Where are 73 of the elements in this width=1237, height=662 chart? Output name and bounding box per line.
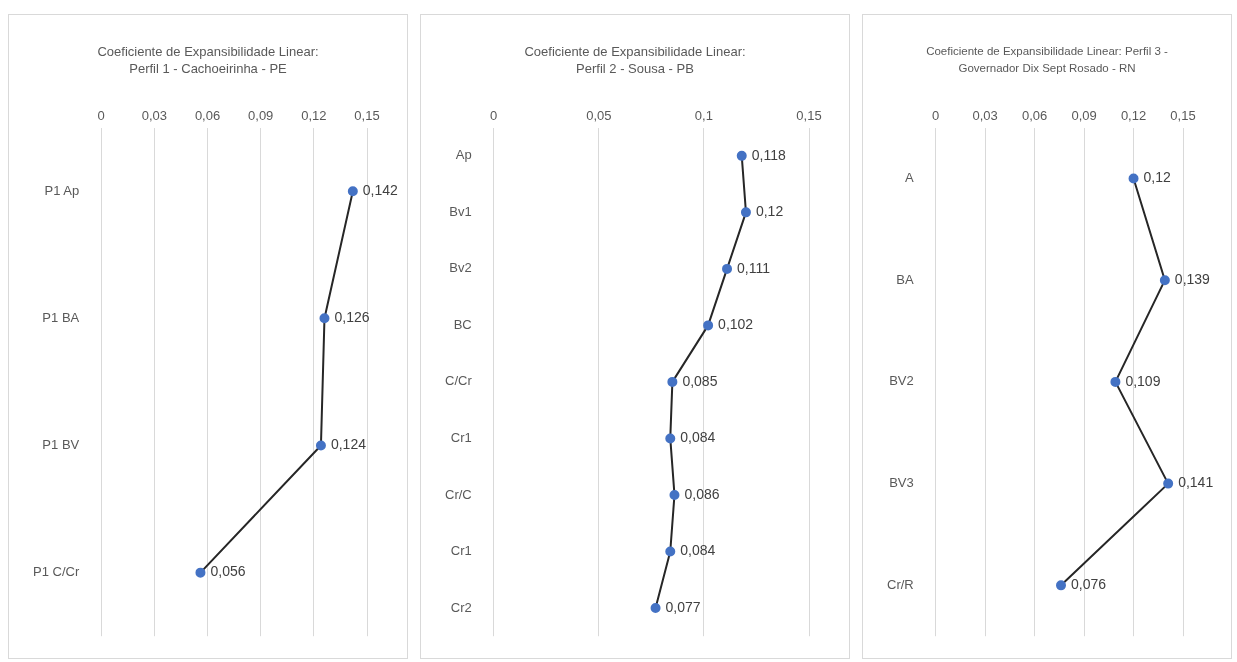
data-label: 0,085 (682, 372, 718, 389)
point (667, 376, 678, 387)
x-tick-label: 0,06 (194, 108, 221, 124)
point (1163, 478, 1174, 489)
y-tick-label: Bv2 (449, 260, 472, 276)
x-tick-label: 0,03 (141, 108, 168, 124)
point (1128, 173, 1139, 184)
data-label: 0,141 (1178, 474, 1214, 491)
data-label: 0,084 (680, 542, 716, 559)
point (669, 489, 680, 500)
data-label: 0,086 (684, 485, 720, 502)
chart-title: Coeficiente de Expansibilidade Linear: Perfil 2 - Sousa - PB (523, 43, 747, 77)
point (722, 263, 733, 274)
y-tick-label: BV3 (889, 475, 914, 491)
data-label: 0,102 (718, 316, 754, 333)
x-tick-label: 0,09 (1071, 108, 1097, 124)
y-tick-label: Cr1 (450, 429, 472, 445)
x-tick-label: 0 (490, 108, 498, 124)
data-label: 0,12 (1143, 169, 1172, 186)
point (1159, 275, 1170, 286)
y-tick-label: P1 Ap (44, 182, 80, 198)
x-tick-label: 0,09 (248, 108, 274, 124)
y-tick-label: P1 BA (42, 309, 80, 325)
point (736, 150, 747, 161)
y-tick-label: A (905, 170, 915, 186)
x-tick-label: 0,12 (301, 108, 327, 124)
x-tick-label: 0,15 (796, 108, 822, 124)
point (665, 546, 676, 557)
point (650, 602, 661, 613)
data-label: 0,109 (1125, 372, 1161, 389)
data-label: 0,12 (755, 203, 784, 220)
y-tick-label: P1 BV (42, 437, 80, 453)
y-tick-label: BA (896, 271, 915, 287)
y-tick-label: BC (453, 316, 472, 332)
x-tick-label: 0,06 (1021, 108, 1048, 124)
point (315, 440, 326, 451)
data-label: 0,077 (665, 598, 701, 615)
point (195, 567, 206, 578)
y-tick-label: C/Cr (445, 373, 473, 389)
x-tick-label: 0,15 (354, 108, 380, 124)
x-tick-label: 0,03 (972, 108, 998, 124)
x-tick-label: 0,15 (1170, 108, 1196, 124)
y-tick-label: P1 C/Cr (33, 564, 80, 580)
data-label: 0,111 (737, 259, 771, 276)
point (347, 186, 358, 197)
y-tick-label: Ap (455, 147, 472, 163)
data-label: 0,142 (362, 182, 399, 199)
y-tick-label: Cr1 (450, 543, 472, 559)
y-tick-label: Bv1 (449, 203, 472, 219)
data-label: 0,084 (680, 429, 716, 446)
x-tick-label: 0 (97, 108, 105, 124)
chart-title: Coeficiente de Expansibilidade Linear: Perfil 1 - Cachoeirinha - PE (96, 43, 320, 77)
data-label: 0,118 (751, 146, 786, 163)
y-tick-label: Cr/R (887, 576, 914, 592)
y-tick-label: Cr2 (450, 599, 472, 615)
data-label: 0,076 (1071, 576, 1107, 593)
point (740, 207, 751, 218)
x-tick-label: 0,05 (586, 108, 612, 124)
y-tick-label: BV2 (889, 373, 914, 389)
point (319, 313, 330, 324)
data-label: 0,139 (1174, 271, 1211, 288)
x-tick-label: 0,1 (694, 108, 713, 124)
point (1056, 580, 1067, 591)
x-tick-label: 0 (932, 108, 940, 124)
point (665, 433, 676, 444)
point (703, 320, 714, 331)
point (1110, 376, 1121, 387)
data-label: 0,126 (334, 309, 370, 326)
data-label: 0,056 (210, 563, 246, 580)
x-tick-label: 0,12 (1120, 108, 1147, 124)
data-label: 0,124 (330, 436, 367, 453)
chart-title: Coeficiente de Expansibilidade Linear: Perfil 3 - Governador Dix Sept Rosado - RN (925, 44, 1169, 76)
y-tick-label: Cr/C (445, 486, 472, 502)
